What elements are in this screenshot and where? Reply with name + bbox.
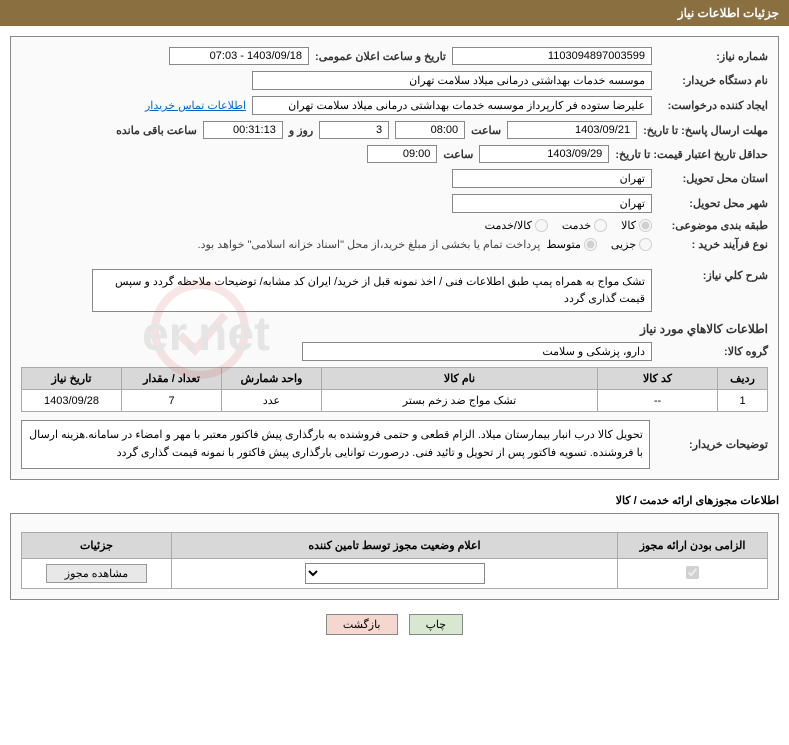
validity-date-field: 1403/09/29 bbox=[479, 145, 609, 163]
items-table: ردیف کد کالا نام کالا واحد شمارش تعداد /… bbox=[21, 367, 768, 412]
validity-label: حداقل تاریخ اعتبار قیمت: تا تاریخ: bbox=[615, 148, 768, 161]
footer-buttons: چاپ بازگشت bbox=[0, 614, 789, 635]
permit-row: مشاهده مجوز bbox=[22, 559, 768, 589]
permit-details-cell: مشاهده مجوز bbox=[22, 559, 172, 589]
cell-unit: عدد bbox=[222, 390, 322, 412]
permits-table: الزامی بودن ارائه مجوز اعلام وضعیت مجوز … bbox=[21, 532, 768, 589]
permit-mandatory-cell bbox=[618, 559, 768, 589]
remain-days-label: روز و bbox=[289, 124, 313, 137]
permits-section-title: اطلاعات مجوزهای ارائه خدمت / کالا bbox=[10, 494, 779, 507]
announce-label: تاریخ و ساعت اعلان عمومی: bbox=[315, 50, 446, 63]
general-desc-label: شرح کلي نياز: bbox=[658, 269, 768, 282]
requester-label: ایجاد کننده درخواست: bbox=[658, 99, 768, 112]
city-field: تهران bbox=[452, 194, 652, 213]
permit-th-details: جزئیات bbox=[22, 533, 172, 559]
permits-panel: الزامی بودن ارائه مجوز اعلام وضعیت مجوز … bbox=[10, 513, 779, 600]
view-permit-button[interactable]: مشاهده مجوز bbox=[46, 564, 147, 583]
table-row: 1 -- تشک مواج ضد زخم بستر عدد 7 1403/09/… bbox=[22, 390, 768, 412]
th-qty: تعداد / مقدار bbox=[122, 368, 222, 390]
group-label: گروه کالا: bbox=[658, 345, 768, 358]
category-radio-group: کالا خدمت کالا/خدمت bbox=[485, 219, 652, 232]
radio-both[interactable]: کالا/خدمت bbox=[485, 219, 548, 232]
th-idx: ردیف bbox=[718, 368, 768, 390]
buyer-field: موسسه خدمات بهداشتی درمانی میلاد سلامت ت… bbox=[252, 71, 652, 90]
th-code: کد کالا bbox=[598, 368, 718, 390]
cell-qty: 7 bbox=[122, 390, 222, 412]
cell-code: -- bbox=[598, 390, 718, 412]
table-header-row: ردیف کد کالا نام کالا واحد شمارش تعداد /… bbox=[22, 368, 768, 390]
category-label: طبقه بندی موضوعی: bbox=[658, 219, 768, 232]
deadline-time-field: 08:00 bbox=[395, 121, 465, 139]
radio-medium[interactable]: متوسط bbox=[546, 238, 597, 251]
buyer-desc-label: توضیحات خریدار: bbox=[658, 438, 768, 451]
purchase-note: پرداخت تمام یا بخشی از مبلغ خرید،از محل … bbox=[198, 238, 541, 251]
province-label: استان محل تحویل: bbox=[658, 172, 768, 185]
deadline-date-field: 1403/09/21 bbox=[507, 121, 637, 139]
page-header: جزئیات اطلاعات نیاز bbox=[0, 0, 789, 26]
deadline-label: مهلت ارسال پاسخ: تا تاریخ: bbox=[643, 124, 768, 137]
buyer-contact-link[interactable]: اطلاعات تماس خریدار bbox=[145, 99, 246, 112]
time-label-1: ساعت bbox=[471, 124, 501, 137]
remain-days-field: 3 bbox=[319, 121, 389, 139]
back-button[interactable]: بازگشت bbox=[326, 614, 398, 635]
permit-status-select[interactable] bbox=[305, 563, 485, 584]
group-field: دارو، پزشکی و سلامت bbox=[302, 342, 652, 361]
cell-idx: 1 bbox=[718, 390, 768, 412]
purchase-type-group: جزیی متوسط bbox=[546, 238, 652, 251]
validity-time-field: 09:00 bbox=[367, 145, 437, 163]
permit-th-mandatory: الزامی بودن ارائه مجوز bbox=[618, 533, 768, 559]
remain-suffix: ساعت باقی مانده bbox=[116, 124, 197, 137]
city-label: شهر محل تحویل: bbox=[658, 197, 768, 210]
requester-field: علیرضا ستوده فر کارپرداز موسسه خدمات بهد… bbox=[252, 96, 652, 115]
announce-field: 1403/09/18 - 07:03 bbox=[169, 47, 309, 65]
radio-minor[interactable]: جزیی bbox=[611, 238, 652, 251]
main-form-panel: شماره نیاز: 1103094897003599 تاریخ و ساع… bbox=[10, 36, 779, 480]
province-field: تهران bbox=[452, 169, 652, 188]
remain-time-field: 00:31:13 bbox=[203, 121, 283, 139]
th-name: نام کالا bbox=[322, 368, 598, 390]
th-unit: واحد شمارش bbox=[222, 368, 322, 390]
cell-name: تشک مواج ضد زخم بستر bbox=[322, 390, 598, 412]
purchase-type-label: نوع فرآیند خرید : bbox=[658, 238, 768, 251]
radio-service[interactable]: خدمت bbox=[562, 219, 607, 232]
th-date: تاریخ نیاز bbox=[22, 368, 122, 390]
permit-status-cell bbox=[172, 559, 618, 589]
general-desc-box: تشک مواج به همراه پمپ طبق اطلاعات فنی / … bbox=[92, 269, 652, 312]
buyer-label: نام دستگاه خریدار: bbox=[658, 74, 768, 87]
cell-date: 1403/09/28 bbox=[22, 390, 122, 412]
page-title: جزئیات اطلاعات نیاز bbox=[678, 6, 779, 20]
items-section-title: اطلاعات کالاهاي مورد نياز bbox=[21, 322, 768, 336]
time-label-2: ساعت bbox=[443, 148, 473, 161]
print-button[interactable]: چاپ bbox=[409, 614, 464, 635]
need-number-field: 1103094897003599 bbox=[452, 47, 652, 65]
buyer-desc-box: تحویل کالا درب انبار بیمارستان میلاد. ال… bbox=[21, 420, 650, 469]
radio-goods[interactable]: کالا bbox=[621, 219, 652, 232]
permit-th-status: اعلام وضعیت مجوز توسط تامین کننده bbox=[172, 533, 618, 559]
permit-mandatory-checkbox bbox=[686, 566, 699, 579]
need-number-label: شماره نیاز: bbox=[658, 50, 768, 63]
